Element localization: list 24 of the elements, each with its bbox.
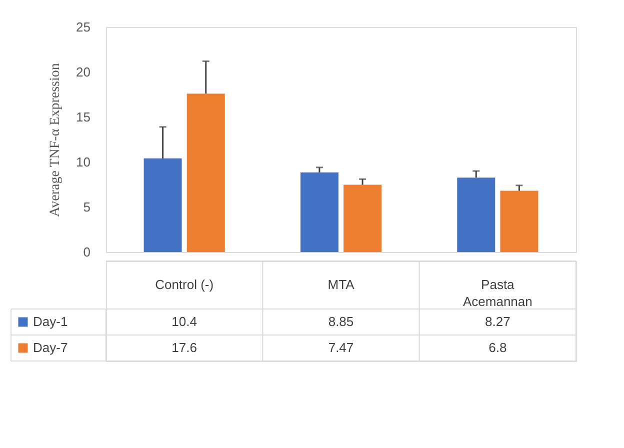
legend-label: Day-1 xyxy=(33,314,68,329)
y-tick-label: 20 xyxy=(76,64,90,80)
y-tick-label: 25 xyxy=(76,20,90,34)
y-tick-label: 15 xyxy=(76,110,90,124)
data-label: 10.4 xyxy=(172,314,197,329)
bar xyxy=(500,190,538,252)
legend-label: Day-7 xyxy=(33,340,68,355)
y-axis-title: Average TNF-α Expression xyxy=(48,63,64,217)
x-tick-label: Control (-) xyxy=(155,277,214,292)
y-tick-label: 10 xyxy=(76,154,90,170)
bar xyxy=(457,178,496,252)
y-tick-label: 5 xyxy=(83,200,90,214)
bar xyxy=(300,172,338,252)
data-label: 7.47 xyxy=(328,340,354,355)
y-tick-label: 0 xyxy=(83,244,90,260)
bar xyxy=(144,158,182,252)
data-label: 8.85 xyxy=(328,314,354,329)
x-tick-label: MTA xyxy=(328,277,355,292)
bar xyxy=(344,184,382,252)
data-label: 6.8 xyxy=(488,340,507,355)
data-label: 17.6 xyxy=(172,340,197,355)
data-label: 8.27 xyxy=(485,314,510,329)
x-tick-label: Pasta Acemannan xyxy=(462,277,532,309)
bar xyxy=(186,94,225,252)
